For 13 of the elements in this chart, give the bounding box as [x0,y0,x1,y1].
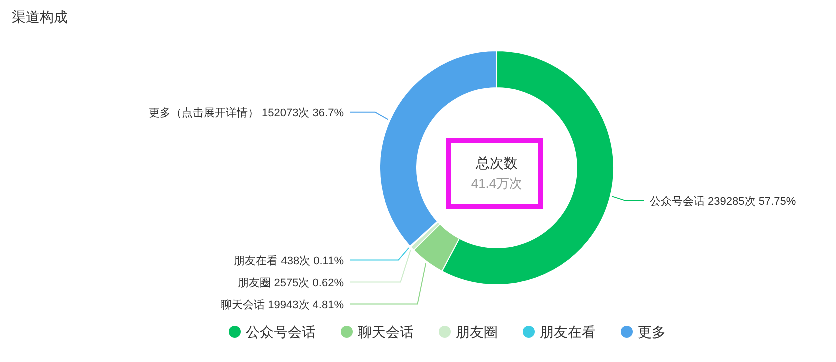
text: 总次数 [475,155,518,171]
data-label: 朋友圈 2575次 0.62% [238,277,344,290]
legend-label: 更多 [638,324,666,340]
chart-title: 渠道构成 [12,9,68,25]
legend-label: 聊天会话 [358,324,414,340]
legend-label: 朋友在看 [540,324,596,340]
legend-label: 朋友圈 [456,324,498,340]
data-label: 聊天会话 19943次 4.81% [221,298,344,312]
data-label: 朋友在看 438次 0.11% [234,254,344,268]
data-label: 公众号会话 239285次 57.75% [650,195,796,208]
legend-label: 公众号会话 [246,324,316,340]
text: 41.4万次 [471,176,523,191]
data-label: 更多（点击展开详情） 152073次 36.7% [148,106,344,120]
